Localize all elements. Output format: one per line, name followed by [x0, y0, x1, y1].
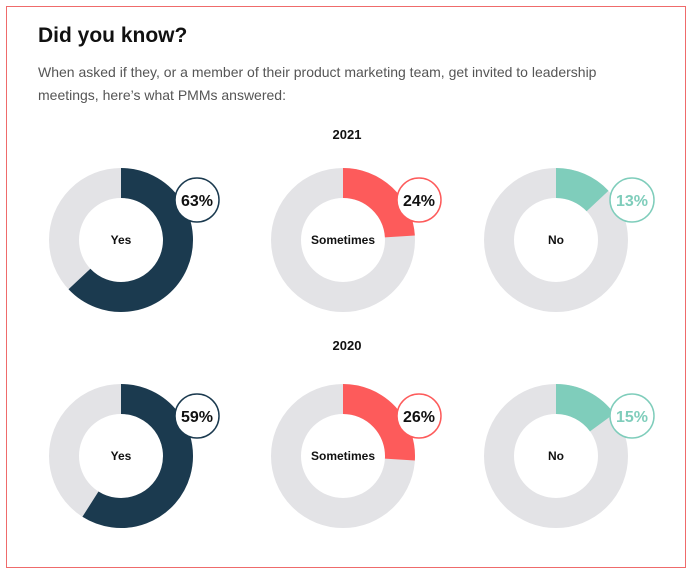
percent-label-no: 13%: [616, 193, 648, 210]
donut-no-2020: No 15%: [484, 384, 655, 528]
year-heading-2020: 2020: [332, 338, 362, 353]
percent-label-sometimes: 26%: [403, 409, 435, 426]
percent-badge: [396, 393, 442, 439]
donut-yes-2020: Yes 59%: [49, 384, 220, 528]
percent-label-sometimes: 24%: [403, 193, 435, 210]
intro-text: When asked if they, or a member of their…: [38, 64, 597, 103]
category-label-sometimes: Sometimes: [311, 233, 375, 247]
percent-label-yes: 59%: [181, 409, 213, 426]
percent-badge: [174, 393, 220, 439]
donut-slice-no: [555, 384, 615, 432]
donut-slice-yes: [82, 384, 193, 528]
category-label-no: No: [548, 449, 564, 463]
category-label-yes: Yes: [111, 449, 132, 463]
donut-slice-yes: [68, 168, 193, 312]
percent-badge: [174, 177, 220, 223]
percent-badge: [609, 393, 655, 439]
percent-label-no: 15%: [616, 409, 648, 426]
category-label-no: No: [548, 233, 564, 247]
percent-badge: [609, 177, 655, 223]
donut-yes-2021: Yes 63%: [49, 168, 220, 312]
donut-slice-sometimes: [342, 168, 415, 239]
donut-no-2021: No 13%: [484, 168, 655, 312]
year-heading-2021: 2021: [332, 127, 362, 142]
category-label-yes: Yes: [111, 233, 132, 247]
category-label-sometimes: Sometimes: [311, 449, 375, 463]
donut-sometimes-2020: Sometimes 26%: [271, 384, 442, 528]
donut-slice-no: [555, 168, 609, 212]
donut-slice-sometimes: [342, 384, 415, 461]
percent-badge: [396, 177, 442, 223]
donut-sometimes-2021: Sometimes 24%: [271, 168, 442, 312]
percent-label-yes: 63%: [181, 193, 213, 210]
page-title: Did you know?: [38, 24, 188, 47]
